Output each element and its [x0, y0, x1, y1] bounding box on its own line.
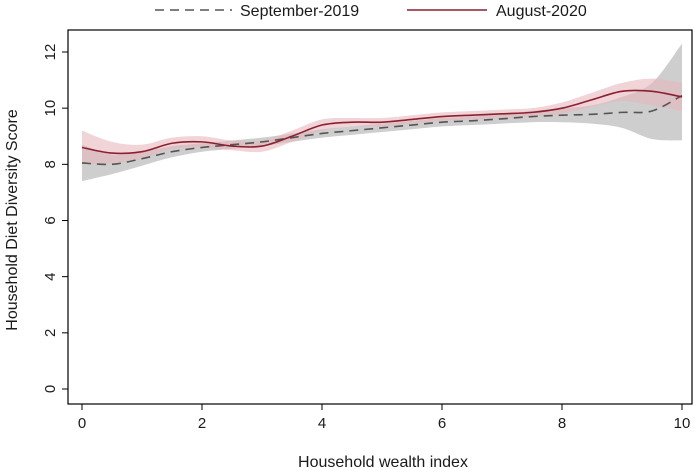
plot-frame [67, 29, 693, 405]
series-lines [81, 89, 683, 166]
x-tick-label: 8 [558, 415, 566, 432]
legend-item-september-2019: September-2019 [155, 3, 359, 20]
legend-label: August-2020 [496, 3, 587, 20]
x-tick-label: 6 [438, 415, 446, 432]
x-tick-label: 4 [318, 415, 326, 432]
y-tick-label: 2 [42, 329, 59, 337]
series-line-august-2020 [81, 89, 683, 155]
y-tick-label: 0 [42, 385, 59, 393]
y-tick-label: 8 [42, 160, 59, 168]
y-tick-label: 10 [42, 100, 59, 117]
y-tick-label: 12 [42, 44, 59, 61]
y-tick-label: 4 [42, 272, 59, 280]
axes: 0 2 4 6 8 10 12 0 2 4 6 8 10 [42, 29, 693, 432]
x-tick-label: 2 [198, 415, 206, 432]
x-axis-label: Household wealth index [298, 454, 468, 470]
y-axis-label: Household Diet Diversity Score [4, 109, 21, 331]
legend-label: September-2019 [240, 3, 359, 20]
series-line-september-2019 [81, 94, 683, 166]
confidence-band-september-2019 [82, 43, 682, 182]
legend: September-2019 August-2020 [155, 3, 587, 20]
y-tick-label: 6 [42, 216, 59, 224]
x-tick-label: 0 [78, 415, 86, 432]
confidence-bands [82, 43, 682, 182]
legend-item-august-2020: August-2020 [407, 3, 587, 20]
x-tick-label: 10 [674, 415, 691, 432]
